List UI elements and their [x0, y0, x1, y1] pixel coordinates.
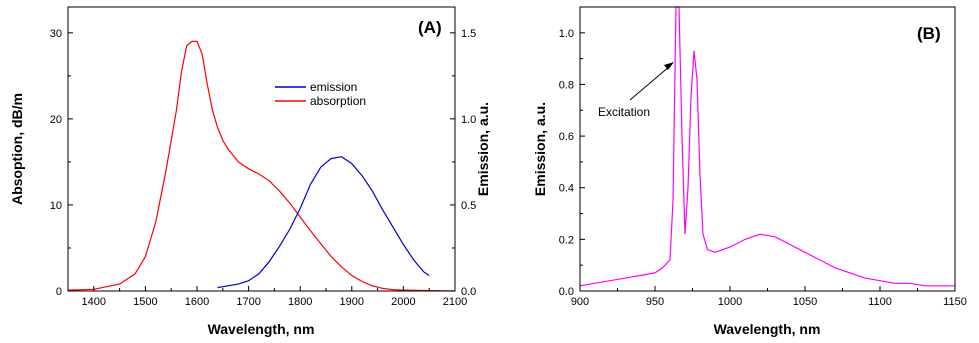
- x-tick-label: 1600: [185, 296, 209, 308]
- y-right-tick-label: 0.5: [461, 200, 476, 212]
- series-layer: [579, 6, 955, 287]
- chart-panel-b: 900 950 1000 1050 1100 1150 0.0 0.2 0.4 0.6 0.8 1.…: [532, 6, 967, 337]
- series-layer: [67, 40, 456, 292]
- y-axis-label: Emission, a.u.: [532, 102, 548, 196]
- plot-frame: [67, 6, 456, 292]
- x-tick-label: 1800: [288, 296, 312, 308]
- annotation-arrowhead: [664, 62, 674, 70]
- x-tick-label: 1500: [133, 296, 157, 308]
- x-tick-layer: 1400 1500 1600 1700 1800 1900 2000 2100: [67, 286, 467, 308]
- y-left-tick-label: 30: [50, 28, 62, 40]
- x-tick-label: 1400: [82, 296, 106, 308]
- legend-label-absorption: absorption: [310, 94, 366, 108]
- y-left-tick-label: 20: [50, 114, 62, 126]
- y-tick-label: 1.0: [559, 28, 574, 40]
- annotation-text: Excitation: [598, 105, 650, 119]
- y-tick-label: 0.4: [559, 183, 574, 195]
- y-right-tick-label: 0.0: [461, 286, 476, 298]
- x-tick-label: 1050: [793, 296, 817, 308]
- y-right-tick-label: 1.5: [461, 28, 476, 40]
- x-tick-label: 1700: [236, 296, 260, 308]
- x-tick-label: 1100: [868, 296, 892, 308]
- y-tick-label: 0.8: [559, 79, 574, 91]
- x-tick-label: 1000: [718, 296, 742, 308]
- y-right-axis-label: Emission, a.u.: [475, 102, 490, 196]
- y-left-axis-label: Absoption, dB/m: [9, 93, 25, 205]
- y-right-tick-layer: 0.0 0.5 1.0 1.5: [450, 28, 476, 298]
- x-axis-label: Wavelength, nm: [208, 321, 315, 337]
- plot-frame: [579, 6, 956, 292]
- y-left-tick-label: 0: [56, 286, 62, 298]
- y-tick-label: 0.6: [559, 131, 574, 143]
- y-left-tick-label: 10: [50, 200, 62, 212]
- y-tick-label: 0.2: [559, 234, 574, 246]
- excitation-annotation: Excitation: [598, 62, 674, 119]
- x-tick-label: 900: [571, 296, 589, 308]
- chart-panel-a: 1400 1500 1600 1700 1800 1900 2000 2100 0 10 20 30…: [9, 6, 490, 337]
- y-right-tick-label: 1.0: [461, 114, 476, 126]
- x-tick-label: 1150: [943, 296, 967, 308]
- x-tick-label: 2100: [443, 296, 467, 308]
- y-tick-layer: 0.0 0.2 0.4 0.6 0.8 1.0: [559, 6, 585, 298]
- x-tick-layer: 900 950 1000 1050 1100 1150: [571, 286, 967, 308]
- annotation-arrow-line: [629, 65, 671, 101]
- y-left-tick-layer: 0 10 20 30: [50, 28, 73, 298]
- x-tick-label: 950: [646, 296, 664, 308]
- panel-label: (A): [418, 18, 442, 37]
- x-tick-label: 1900: [340, 296, 364, 308]
- x-axis-label: Wavelength, nm: [714, 321, 821, 337]
- y-tick-label: 0.0: [559, 286, 574, 298]
- series-line-emission: [217, 156, 430, 289]
- legend-label-emission: emission: [310, 80, 357, 94]
- legend: emission absorption: [275, 80, 366, 108]
- series-line-absorption: [67, 40, 456, 292]
- panel-label: (B): [917, 24, 941, 43]
- x-tick-label: 2000: [391, 296, 415, 308]
- series-line: [579, 6, 955, 287]
